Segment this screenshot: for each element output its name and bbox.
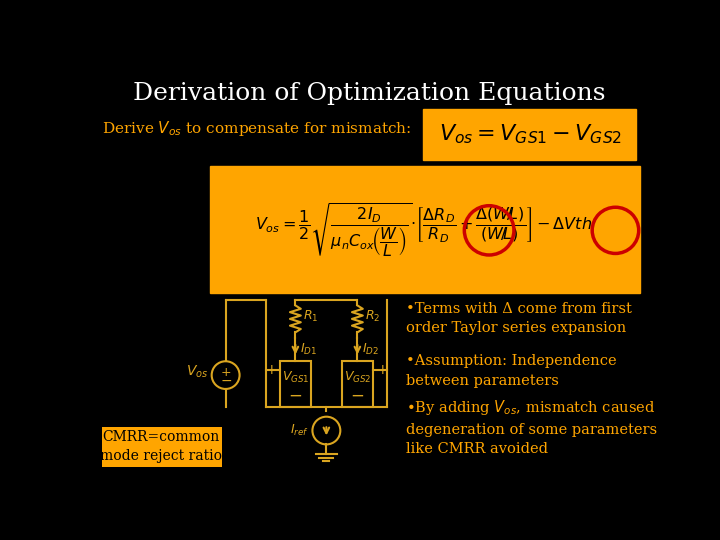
Text: $I_{D1}$: $I_{D1}$: [300, 342, 318, 357]
Text: $+$: $+$: [376, 363, 388, 377]
Text: $R_2$: $R_2$: [365, 309, 380, 324]
Text: $V_{GS1}$: $V_{GS1}$: [282, 370, 309, 385]
Text: •Assumption: Independence
between parameters: •Assumption: Independence between parame…: [406, 354, 617, 388]
Bar: [102, 427, 222, 467]
Text: Derivation of Optimization Equations: Derivation of Optimization Equations: [132, 82, 606, 105]
Text: Derive $V_{os}$ to compensate for mismatch:: Derive $V_{os}$ to compensate for mismat…: [102, 119, 411, 138]
Text: $V_{os} = \dfrac{1}{2}\sqrt{\dfrac{2I_D}{\mu_n C_{ox}\!\left(\dfrac{W}{L}\right): $V_{os} = \dfrac{1}{2}\sqrt{\dfrac{2I_D}…: [255, 201, 592, 259]
Text: $-$: $-$: [351, 386, 364, 403]
Text: $+$: $+$: [220, 366, 231, 379]
Text: $V_{os} = V_{GS1} - V_{GS2}$: $V_{os} = V_{GS1} - V_{GS2}$: [438, 122, 622, 146]
Text: $I_{D2}$: $I_{D2}$: [362, 342, 379, 357]
Bar: [210, 166, 640, 294]
Text: $-$: $-$: [288, 386, 302, 403]
Text: $-$: $-$: [220, 373, 232, 387]
Text: •Terms with Δ come from first
order Taylor series expansion: •Terms with Δ come from first order Tayl…: [406, 302, 632, 335]
Text: •By adding $V_{os}$, mismatch caused
degeneration of some parameters
like CMRR a: •By adding $V_{os}$, mismatch caused deg…: [406, 398, 657, 456]
Text: $R_1$: $R_1$: [303, 309, 318, 324]
Text: $V_{os}$: $V_{os}$: [186, 364, 209, 380]
Bar: [342, 361, 373, 408]
Bar: [280, 361, 311, 408]
Bar: [423, 110, 636, 159]
Text: $V_{GS2}$: $V_{GS2}$: [343, 370, 371, 385]
Text: $I_{ref}$: $I_{ref}$: [290, 423, 310, 438]
Text: CMRR=common
mode reject ratio: CMRR=common mode reject ratio: [100, 430, 222, 463]
Text: $+$: $+$: [265, 363, 276, 377]
